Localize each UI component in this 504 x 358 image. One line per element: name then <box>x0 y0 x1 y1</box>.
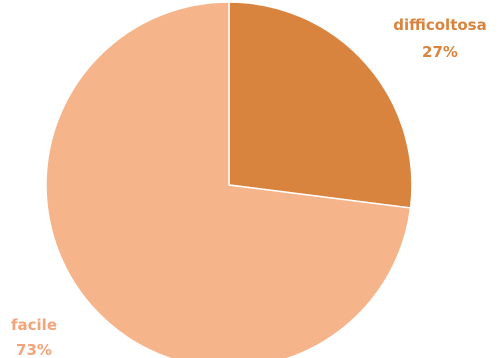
pie-slices <box>45 1 413 358</box>
pie-slice-difficoltosa <box>228 1 413 209</box>
slice-label-facile-name: facile <box>11 316 57 334</box>
pie-slice-facile <box>45 1 412 358</box>
slice-label-facile-value: 73% <box>16 341 52 358</box>
slice-label-difficoltosa-name: difficoltosa <box>393 16 486 34</box>
slice-label-difficoltosa-value: 27% <box>422 43 458 61</box>
pie-labels: difficoltosa 27% facile 73% <box>11 16 487 358</box>
